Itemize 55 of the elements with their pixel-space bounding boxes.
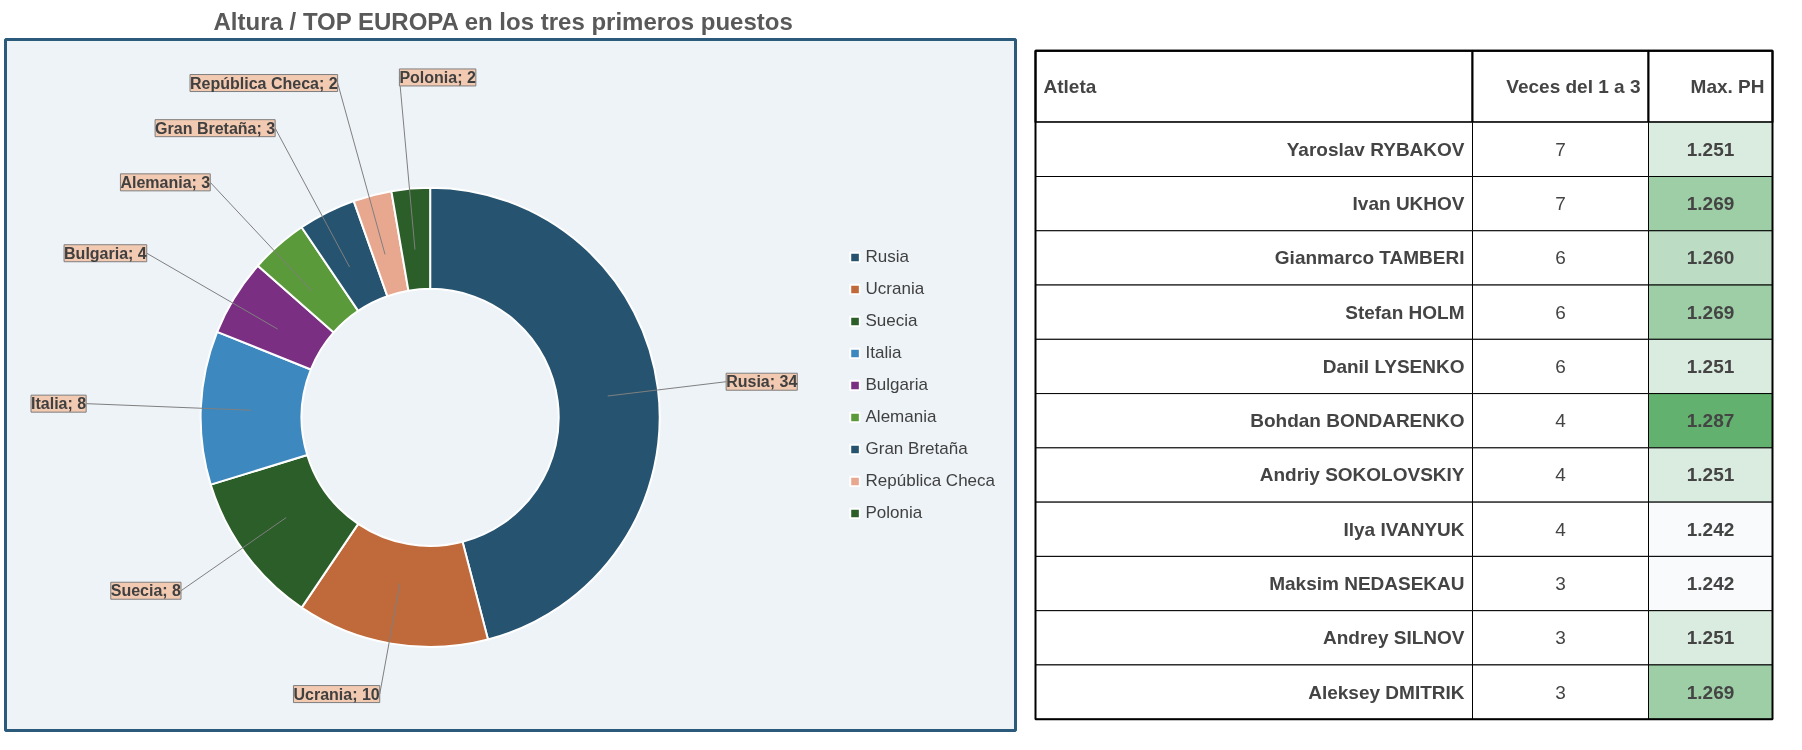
legend-label: Gran Bretaña <box>865 438 968 459</box>
data-label: 1.251 <box>1686 355 1735 377</box>
data-label: 1.269 <box>1686 681 1735 703</box>
x-tick-label: Veces del 1 a 3 <box>1506 76 1641 98</box>
y-tick-label: Danil LYSENKO <box>1322 355 1465 377</box>
legend-label: República Checa <box>865 470 995 491</box>
data-label: Bulgaria; 4 <box>64 244 147 262</box>
legend-label: Bulgaria <box>865 374 928 395</box>
y-tick-label: Gianmarco TAMBERI <box>1274 247 1465 269</box>
data-label: 1.260 <box>1686 247 1735 269</box>
legend-label: Alemania <box>865 406 937 427</box>
legend-label: Ucrania <box>865 278 925 299</box>
data-label: 3 <box>1555 627 1566 649</box>
data-label: 6 <box>1555 355 1566 377</box>
legend-label: Suecia <box>865 310 918 331</box>
y-tick-label: Ilya IVANYUK <box>1343 518 1465 540</box>
y-tick-label: Ivan UKHOV <box>1352 193 1465 215</box>
data-label: 1.287 <box>1686 410 1735 432</box>
data-label: 7 <box>1555 138 1566 160</box>
data-label: 3 <box>1555 681 1566 703</box>
data-label: 1.269 <box>1686 193 1735 215</box>
data-label: 1.251 <box>1686 464 1735 486</box>
data-label: Gran Bretaña; 3 <box>155 119 276 137</box>
data-label: 1.242 <box>1686 518 1735 540</box>
y-tick-label: Maksim NEDASEKAU <box>1269 573 1465 595</box>
y-tick-label: Andriy SOKOLOVSKIY <box>1259 464 1465 486</box>
data-label: República Checa; 2 <box>190 74 338 92</box>
legend-label: Rusia <box>865 246 909 267</box>
chart-title: Altura / TOP EUROPA en los tres primeros puestos <box>213 7 793 35</box>
data-label: 4 <box>1555 464 1567 486</box>
y-tick-label: Bohdan BONDARENKO <box>1250 410 1465 432</box>
y-tick-label: Aleksey DMITRIK <box>1308 681 1465 703</box>
y-axis-title: Atleta <box>1043 76 1097 98</box>
legend-label: Italia <box>865 342 902 363</box>
data-label: 6 <box>1555 301 1566 323</box>
y-tick-label: Yaroslav RYBAKOV <box>1286 138 1465 160</box>
data-label: 7 <box>1555 193 1566 215</box>
data-label: 4 <box>1555 518 1567 540</box>
data-label: 4 <box>1555 410 1567 432</box>
y-tick-label: Stefan HOLM <box>1345 301 1465 323</box>
data-label: Suecia; 8 <box>110 582 182 600</box>
data-label: 1.251 <box>1686 138 1735 160</box>
data-label: 3 <box>1555 573 1566 595</box>
data-label: 6 <box>1555 247 1566 269</box>
data-label: 1.242 <box>1686 573 1735 595</box>
y-tick-label: Andrey SILNOV <box>1323 627 1465 649</box>
data-label: Polonia; 2 <box>399 68 476 86</box>
data-label: Italia; 8 <box>31 395 87 413</box>
data-label: Ucrania; 10 <box>293 685 380 703</box>
data-label: Alemania; 3 <box>120 173 211 191</box>
data-label: 1.251 <box>1686 627 1735 649</box>
legend-label: Polonia <box>865 502 923 523</box>
data-label: 1.269 <box>1686 301 1735 323</box>
data-label: Rusia; 34 <box>726 373 798 391</box>
x-tick-label: Max. PH <box>1690 76 1765 98</box>
